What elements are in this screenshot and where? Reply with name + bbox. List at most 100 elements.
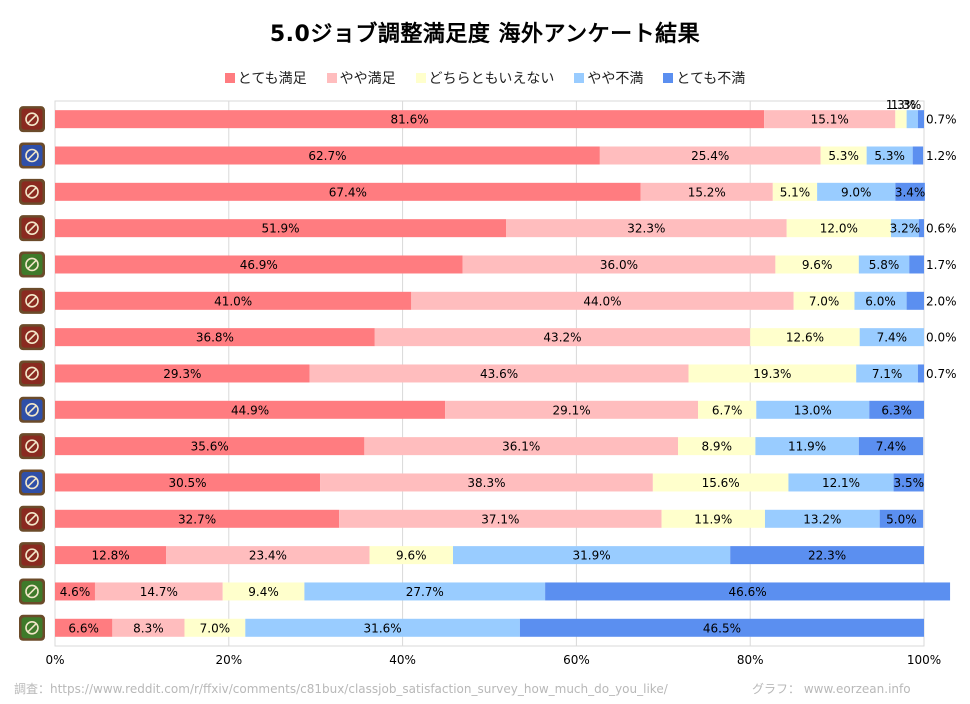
- data-label: 23.4%: [249, 549, 287, 563]
- bar-segment: [775, 255, 859, 274]
- job-icon-glyph: [27, 332, 37, 342]
- job-icon: [19, 142, 45, 169]
- data-label: 11.9%: [788, 440, 826, 454]
- data-label: 0.7%: [926, 367, 957, 381]
- bar-segment: [55, 509, 340, 528]
- x-tick-label: 20%: [215, 653, 242, 667]
- bar-segment: [755, 437, 859, 456]
- data-label: 29.1%: [553, 403, 591, 417]
- data-label: 9.0%: [841, 185, 872, 199]
- bar-segment: [856, 364, 918, 383]
- job-icon: [19, 106, 45, 133]
- job-icon-glyph: [25, 439, 39, 453]
- bar-segment: [909, 255, 924, 274]
- data-label: 62.7%: [308, 149, 346, 163]
- bar-segment: [661, 509, 765, 528]
- job-icon-glyph: [27, 150, 37, 161]
- job-icon-glyph: [25, 148, 39, 163]
- bar-segment: [374, 328, 751, 347]
- bar-segment: [793, 291, 855, 310]
- job-icon-glyph: [27, 623, 37, 633]
- job-icon-glyph: [25, 185, 39, 199]
- bar-segment: [55, 400, 446, 419]
- job-icon: [19, 215, 45, 242]
- bar-segment: [55, 437, 365, 456]
- data-label: 14.7%: [140, 585, 178, 599]
- data-label: 9.6%: [802, 258, 833, 272]
- bar-segment: [772, 182, 818, 201]
- job-icon-glyph: [25, 511, 39, 526]
- data-label: 30.5%: [168, 476, 206, 490]
- bar-segment: [890, 219, 919, 238]
- bar-segment: [55, 146, 600, 165]
- job-icon-glyph: [25, 257, 39, 272]
- data-label: 41.0%: [214, 294, 252, 308]
- bar-segment: [858, 255, 910, 274]
- data-label: 35.6%: [191, 440, 229, 454]
- data-label: 2.0%: [926, 294, 957, 308]
- legend-item-very-satisfied: とても満足: [224, 68, 307, 88]
- data-label: 13.0%: [794, 403, 832, 417]
- job-icon-glyph: [25, 548, 39, 562]
- job-icon: [19, 614, 45, 641]
- data-label: 1.2%: [926, 149, 957, 163]
- data-label: 36.8%: [196, 331, 234, 345]
- bar-segment: [184, 618, 246, 637]
- bar-segment: [906, 110, 918, 129]
- job-icon-glyph: [27, 296, 37, 306]
- bar-segment: [55, 364, 310, 383]
- bar-segment: [222, 582, 305, 601]
- data-label: 5.8%: [869, 258, 900, 272]
- legend-label: とても不満: [676, 71, 746, 87]
- legend-swatch: [224, 73, 235, 83]
- bar-segment: [545, 582, 951, 601]
- data-label: 3.5%: [894, 476, 925, 490]
- bar-segment: [55, 618, 113, 637]
- data-label: 15.1%: [811, 113, 849, 127]
- data-label: 7.4%: [876, 440, 907, 454]
- legend-item-somewhat-dissatisfied: やや不満: [574, 68, 643, 88]
- bar-segment: [764, 110, 896, 129]
- job-icon-glyph: [25, 620, 39, 635]
- bar-segment: [55, 328, 375, 347]
- data-label: 81.6%: [390, 113, 428, 127]
- bar-segment: [698, 400, 757, 419]
- job-icon-glyph: [27, 368, 37, 379]
- data-label: 4.6%: [60, 585, 91, 599]
- bar-segment: [688, 364, 857, 383]
- bar-segment: [339, 509, 662, 528]
- bar-segment: [906, 291, 924, 310]
- data-label: 7.4%: [877, 331, 908, 345]
- data-label: 15.2%: [688, 185, 726, 199]
- job-icon-glyph: [27, 477, 37, 488]
- bar-segment: [599, 146, 821, 165]
- bar-segment: [55, 255, 463, 274]
- bar-segment: [166, 546, 370, 565]
- data-label: 25.4%: [691, 149, 729, 163]
- data-label: 0.0%: [926, 331, 957, 345]
- bar-segment: [55, 291, 412, 310]
- bar-segment: [55, 546, 167, 565]
- data-label: 1.3%: [891, 98, 922, 112]
- bar-segment: [858, 437, 924, 456]
- data-label: 43.6%: [480, 367, 518, 381]
- job-icon: [19, 505, 45, 532]
- legend-swatch: [326, 73, 337, 83]
- bar-segment: [730, 546, 924, 565]
- data-label: 67.4%: [329, 185, 367, 199]
- data-label: 36.1%: [502, 440, 540, 454]
- job-icon-glyph: [25, 403, 39, 417]
- legend-item-neutral: どちらともいえない: [415, 68, 554, 88]
- bar-segment: [756, 400, 870, 419]
- bar-segment: [678, 437, 756, 456]
- bar-segment: [55, 182, 641, 201]
- data-label: 29.3%: [163, 367, 201, 381]
- data-label: 9.6%: [396, 549, 427, 563]
- job-icon-glyph: [25, 221, 39, 235]
- legend-swatch: [574, 73, 585, 83]
- job-icon: [19, 360, 45, 387]
- data-label: 32.3%: [627, 222, 665, 236]
- job-icon-glyph: [27, 550, 37, 560]
- data-label: 0.6%: [926, 222, 957, 236]
- bar-segment: [245, 618, 520, 637]
